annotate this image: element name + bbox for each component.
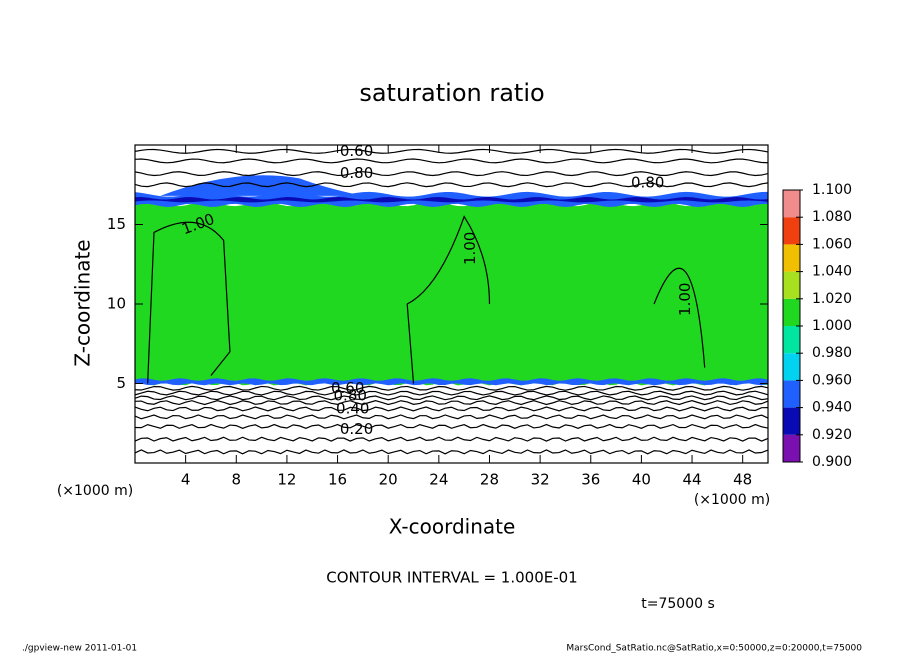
contour-label: 0.80	[334, 387, 367, 405]
contour-line	[134, 406, 769, 412]
contour-line	[134, 395, 769, 401]
contour-line	[134, 400, 769, 406]
contour-line	[134, 158, 769, 164]
x-tick-label: 40	[632, 471, 651, 489]
colorbar-segment	[783, 353, 800, 381]
contour-label: 1.00	[461, 232, 479, 265]
colorbar-label: 1.040	[812, 264, 852, 280]
time-label: t=75000 s	[641, 596, 715, 612]
y-tick-label: 10	[107, 295, 126, 313]
colorbar-segment	[783, 326, 800, 354]
contour-label: 0.60	[331, 379, 364, 397]
y-axis-label: Z-coordinate	[71, 239, 95, 366]
x-tick-label: 4	[181, 471, 191, 489]
colorbar-segment	[783, 244, 800, 272]
x-tick-label: 44	[682, 471, 701, 489]
contour-line	[134, 390, 769, 396]
contour-line	[134, 148, 769, 154]
contour-line	[134, 423, 769, 429]
colorbar-label: 1.020	[812, 291, 852, 307]
field-region	[135, 201, 768, 386]
colorbar-segment	[783, 380, 800, 408]
contour-line	[134, 385, 769, 391]
contour-label: 0.80	[340, 164, 373, 182]
contour-line	[134, 171, 769, 177]
colorbar-segment	[783, 298, 800, 326]
colorbar-segment	[783, 217, 800, 245]
contour-label: 0.80	[631, 174, 664, 192]
x-tick-label: 32	[531, 471, 550, 489]
x-unit: (×1000 m)	[694, 492, 770, 508]
x-tick-label: 36	[581, 471, 600, 489]
contour-label: 0.60	[340, 142, 373, 160]
field-region	[135, 196, 768, 203]
colorbar-segment	[783, 407, 800, 435]
contour-line	[134, 414, 769, 420]
x-tick-label: 24	[429, 471, 448, 489]
x-tick-label: 48	[733, 471, 752, 489]
colorbar-label: 0.960	[812, 372, 852, 388]
contour-line	[134, 182, 769, 188]
colorbar-label: 1.100	[812, 182, 852, 198]
colorbar-label: 0.940	[812, 400, 852, 416]
contour-line	[134, 436, 769, 442]
field-region	[135, 378, 768, 386]
colorbar-label: 0.980	[812, 345, 852, 361]
contour-interval: CONTOUR INTERVAL = 1.000E-01	[326, 569, 577, 587]
x-axis-label: X-coordinate	[389, 515, 516, 539]
x-tick-label: 12	[277, 471, 296, 489]
colorbar-label: 0.900	[812, 454, 852, 470]
footer-right: MarsCond_SatRatio.nc@SatRatio,x=0:50000,…	[566, 644, 862, 654]
x-tick-label: 16	[328, 471, 347, 489]
colorbar-label: 0.920	[812, 427, 852, 443]
contour-label: 0.20	[340, 420, 373, 438]
colorbar-label: 1.000	[812, 318, 852, 334]
colorbar-label: 1.060	[812, 236, 852, 252]
contour-label: 1.00	[676, 283, 694, 316]
x-tick-label: 8	[232, 471, 242, 489]
y-unit: (×1000 m)	[57, 483, 133, 499]
footer-left: ./gpview-new 2011-01-01	[22, 644, 137, 654]
y-tick-label: 15	[107, 215, 126, 233]
colorbar-label: 1.080	[812, 209, 852, 225]
colorbar-segment	[783, 190, 800, 218]
contour-line	[147, 215, 706, 384]
contour-line	[134, 449, 769, 455]
colorbar-segment	[783, 434, 800, 462]
colorbar-segment	[783, 271, 800, 299]
chart-title: saturation ratio	[359, 79, 544, 107]
y-tick-label: 5	[116, 374, 126, 392]
contour-label: 0.40	[336, 399, 369, 417]
x-tick-label: 28	[480, 471, 499, 489]
x-tick-label: 20	[379, 471, 398, 489]
